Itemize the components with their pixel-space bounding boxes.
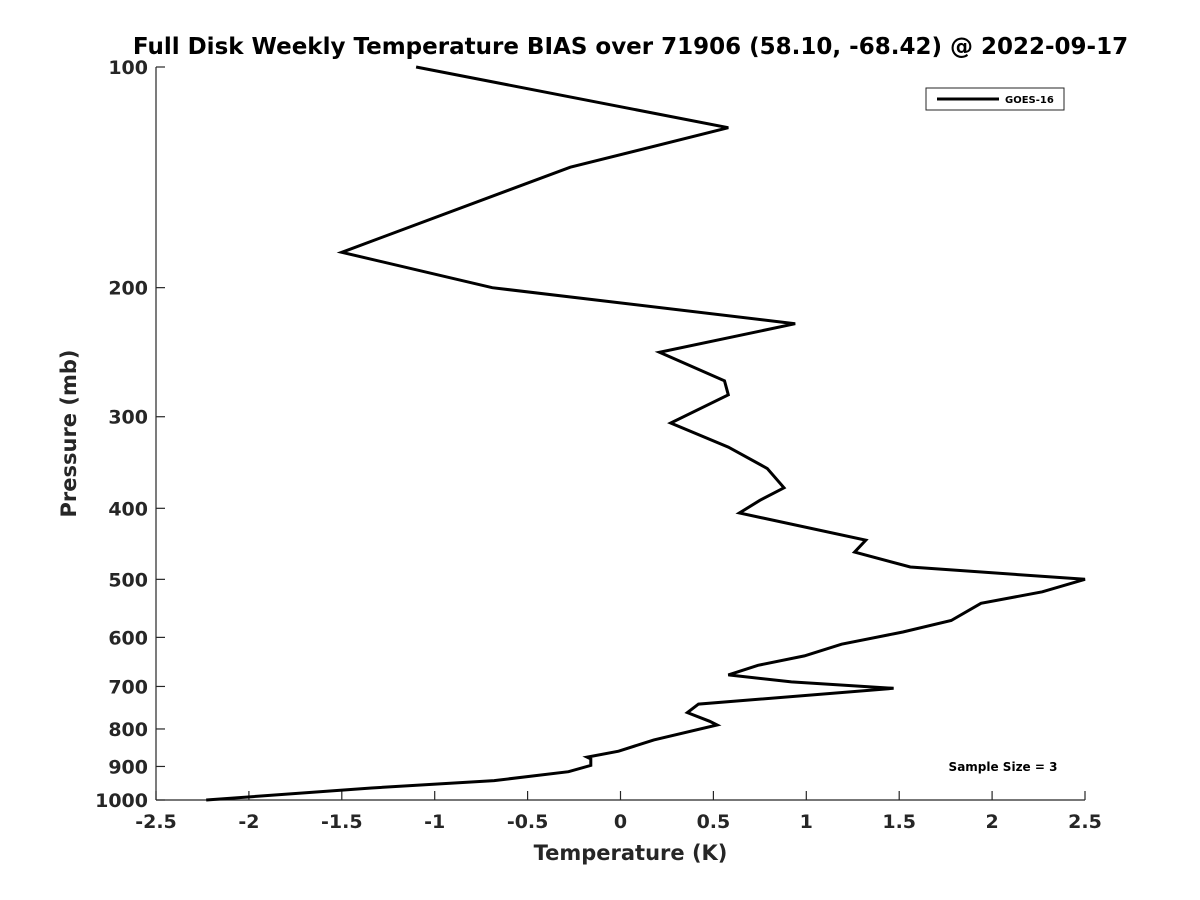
x-tick-label: -0.5: [507, 811, 549, 833]
y-tick-label: 300: [108, 407, 148, 429]
series-layer: [206, 65, 1086, 802]
legend-label-goes-16: GOES-16: [1005, 95, 1054, 106]
x-tick-label: -2.5: [135, 811, 177, 833]
x-tick-label: 1: [800, 811, 813, 833]
y-tick-label: 100: [108, 57, 148, 79]
x-axis-ticks: -2.5 -2 -1.5 -1 -0.5 0 0.5 1 1.5 2 2.5: [135, 791, 1102, 833]
x-tick-label: -2: [238, 811, 259, 833]
y-axis-ticks: 100 200 300 400 500 600 700 800 900 1000: [95, 57, 165, 812]
x-tick-label: 1.5: [882, 811, 916, 833]
y-tick-label: 500: [108, 569, 148, 591]
y-tick-label: 900: [108, 756, 148, 778]
x-tick-label: 2.5: [1068, 811, 1102, 833]
y-axis-label: Pressure (mb): [57, 350, 81, 518]
x-tick-label: 2: [985, 811, 998, 833]
y-tick-label: 200: [108, 278, 148, 300]
y-tick-label: 700: [108, 676, 148, 698]
y-tick-label: 1000: [95, 790, 148, 812]
plot-area: -2.5 -2 -1.5 -1 -0.5 0 0.5 1 1.5 2 2.5 100 200 300 40…: [95, 57, 1102, 833]
sample-size-annotation: Sample Size = 3: [949, 760, 1058, 774]
y-tick-label: 800: [108, 719, 148, 741]
x-tick-label: 0: [614, 811, 627, 833]
x-tick-label: -1.5: [321, 811, 363, 833]
legend: GOES-16: [925, 87, 1065, 111]
x-tick-label: -1: [424, 811, 445, 833]
y-tick-label: 600: [108, 627, 148, 649]
chart-title: Full Disk Weekly Temperature BIAS over 7…: [133, 34, 1128, 60]
series-line-goes-16: [206, 65, 1086, 802]
x-axis-label: Temperature (K): [534, 841, 728, 865]
y-tick-label: 400: [108, 498, 148, 520]
x-tick-label: 0.5: [697, 811, 731, 833]
